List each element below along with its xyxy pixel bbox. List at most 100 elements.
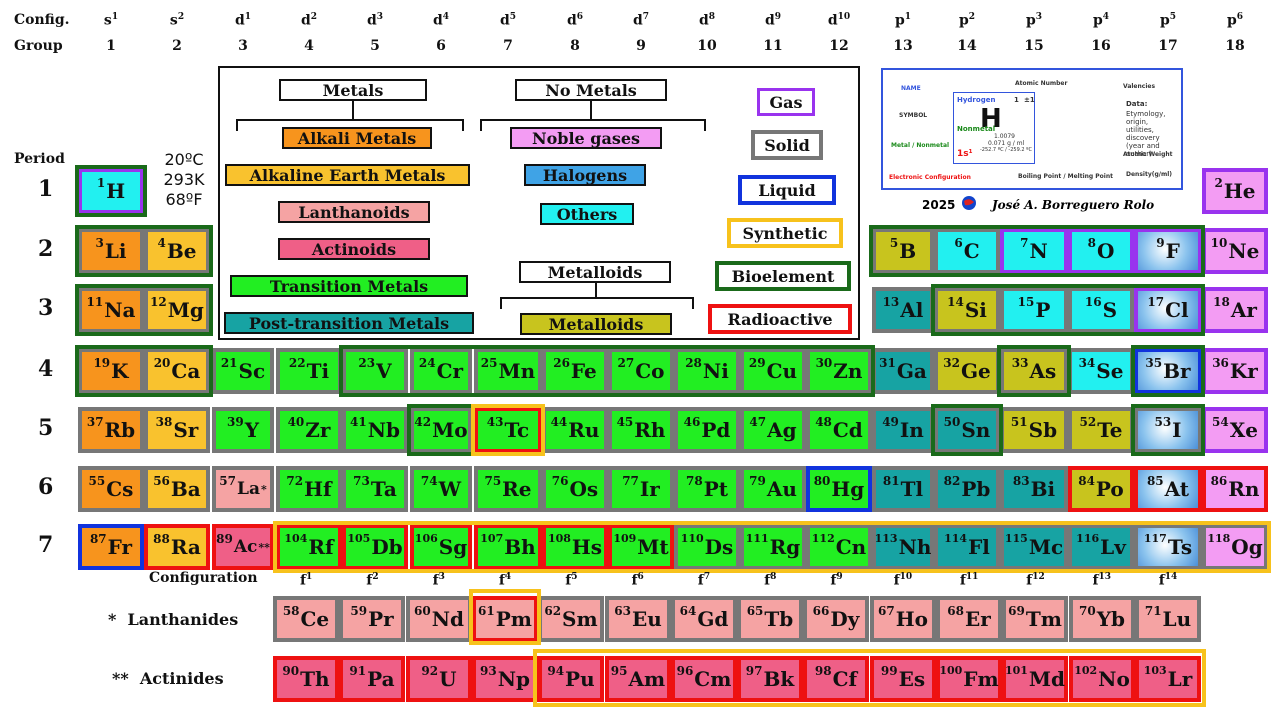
element-ta[interactable]: 73 Ta	[342, 466, 408, 512]
element-la[interactable]: 57 La *	[212, 466, 274, 512]
element-hs[interactable]: 108 Hs	[542, 524, 608, 570]
element-cf[interactable]: 98 Cf	[803, 656, 869, 702]
element-s[interactable]: 16 S	[1068, 287, 1134, 333]
element-pt[interactable]: 78 Pt	[674, 466, 740, 512]
element-ca[interactable]: 20 Ca	[144, 348, 210, 394]
element-rh[interactable]: 45 Rh	[608, 407, 674, 453]
element-mt[interactable]: 109 Mt	[608, 524, 674, 570]
element-gd[interactable]: 64 Gd	[671, 596, 737, 642]
element-yb[interactable]: 70 Yb	[1069, 596, 1135, 642]
element-bi[interactable]: 83 Bi	[1000, 466, 1068, 512]
element-cd[interactable]: 48 Cd	[806, 407, 872, 453]
element-tb[interactable]: 65 Tb	[737, 596, 803, 642]
element-md[interactable]: 101 Md	[1002, 656, 1068, 702]
element-xe[interactable]: 54 Xe	[1202, 407, 1268, 453]
element-lr[interactable]: 103 Lr	[1135, 656, 1201, 702]
element-y[interactable]: 39 Y	[212, 407, 274, 453]
element-rf[interactable]: 104 Rf	[276, 524, 342, 570]
element-re[interactable]: 75 Re	[474, 466, 542, 512]
element-at[interactable]: 85 At	[1134, 466, 1202, 512]
element-dy[interactable]: 66 Dy	[803, 596, 869, 642]
element-al[interactable]: 13 Al	[872, 287, 934, 333]
element-ni[interactable]: 28 Ni	[674, 348, 740, 394]
element-os[interactable]: 76 Os	[542, 466, 608, 512]
element-hf[interactable]: 72 Hf	[276, 466, 342, 512]
element-w[interactable]: 74 W	[410, 466, 472, 512]
element-og[interactable]: 118 Og	[1202, 524, 1268, 570]
element-mc[interactable]: 115 Mc	[1000, 524, 1068, 570]
element-ar[interactable]: 18 Ar	[1202, 287, 1268, 333]
element-na[interactable]: 11 Na	[78, 287, 144, 333]
element-zn[interactable]: 30 Zn	[806, 348, 872, 394]
element-no[interactable]: 102 No	[1069, 656, 1135, 702]
element-ts[interactable]: 117 Ts	[1134, 524, 1202, 570]
element-sc[interactable]: 21 Sc	[212, 348, 274, 394]
element-cn[interactable]: 112 Cn	[806, 524, 872, 570]
element-zr[interactable]: 40 Zr	[276, 407, 342, 453]
element-be[interactable]: 4 Be	[144, 228, 210, 274]
element-in[interactable]: 49 In	[872, 407, 934, 453]
element-mn[interactable]: 25 Mn	[474, 348, 542, 394]
element-sb[interactable]: 51 Sb	[1000, 407, 1068, 453]
element-tl[interactable]: 81 Tl	[872, 466, 934, 512]
element-ge[interactable]: 32 Ge	[934, 348, 1000, 394]
element-nh[interactable]: 113 Nh	[872, 524, 934, 570]
element-cl[interactable]: 17 Cl	[1134, 287, 1202, 333]
element-te[interactable]: 52 Te	[1068, 407, 1134, 453]
element-sn[interactable]: 50 Sn	[934, 407, 1000, 453]
element-ti[interactable]: 22 Ti	[276, 348, 342, 394]
element-ac[interactable]: 89 Ac **	[212, 524, 274, 570]
element-nb[interactable]: 41 Nb	[342, 407, 408, 453]
element-ne[interactable]: 10 Ne	[1202, 228, 1268, 274]
element-fm[interactable]: 100 Fm	[936, 656, 1002, 702]
element-pb[interactable]: 82 Pb	[934, 466, 1000, 512]
element-th[interactable]: 90 Th	[273, 656, 339, 702]
element-si[interactable]: 14 Si	[934, 287, 1000, 333]
element-au[interactable]: 79 Au	[740, 466, 806, 512]
element-ga[interactable]: 31 Ga	[872, 348, 934, 394]
element-fe[interactable]: 26 Fe	[542, 348, 608, 394]
element-ba[interactable]: 56 Ba	[144, 466, 210, 512]
element-ir[interactable]: 77 Ir	[608, 466, 674, 512]
element-db[interactable]: 105 Db	[342, 524, 408, 570]
element-pm[interactable]: 61 Pm	[472, 596, 538, 642]
element-fl[interactable]: 114 Fl	[934, 524, 1000, 570]
element-tm[interactable]: 69 Tm	[1002, 596, 1068, 642]
element-v[interactable]: 23 V	[342, 348, 408, 394]
element-ce[interactable]: 58 Ce	[273, 596, 339, 642]
element-pa[interactable]: 91 Pa	[339, 656, 405, 702]
element-ho[interactable]: 67 Ho	[870, 596, 936, 642]
element-he[interactable]: 2 He	[1202, 168, 1268, 214]
element-kr[interactable]: 36 Kr	[1202, 348, 1268, 394]
element-co[interactable]: 27 Co	[608, 348, 674, 394]
element-k[interactable]: 19 K	[78, 348, 144, 394]
element-mo[interactable]: 42 Mo	[410, 407, 472, 453]
element-cs[interactable]: 55 Cs	[78, 466, 144, 512]
element-ag[interactable]: 47 Ag	[740, 407, 806, 453]
element-ds[interactable]: 110 Ds	[674, 524, 740, 570]
element-br[interactable]: 35 Br	[1134, 348, 1202, 394]
element-fr[interactable]: 87 Fr	[78, 524, 144, 570]
element-li[interactable]: 3 Li	[78, 228, 144, 274]
element-sg[interactable]: 106 Sg	[410, 524, 472, 570]
element-np[interactable]: 93 Np	[472, 656, 538, 702]
element-bh[interactable]: 107 Bh	[474, 524, 542, 570]
element-cu[interactable]: 29 Cu	[740, 348, 806, 394]
element-p[interactable]: 15 P	[1000, 287, 1068, 333]
element-sm[interactable]: 62 Sm	[538, 596, 604, 642]
element-rg[interactable]: 111 Rg	[740, 524, 806, 570]
element-hg[interactable]: 80 Hg	[806, 466, 872, 512]
element-tc[interactable]: 43 Tc	[474, 407, 542, 453]
element-lv[interactable]: 116 Lv	[1068, 524, 1134, 570]
element-cm[interactable]: 96 Cm	[671, 656, 737, 702]
element-eu[interactable]: 63 Eu	[605, 596, 671, 642]
element-rn[interactable]: 86 Rn	[1202, 466, 1268, 512]
element-i[interactable]: 53 I	[1134, 407, 1202, 453]
element-rb[interactable]: 37 Rb	[78, 407, 144, 453]
